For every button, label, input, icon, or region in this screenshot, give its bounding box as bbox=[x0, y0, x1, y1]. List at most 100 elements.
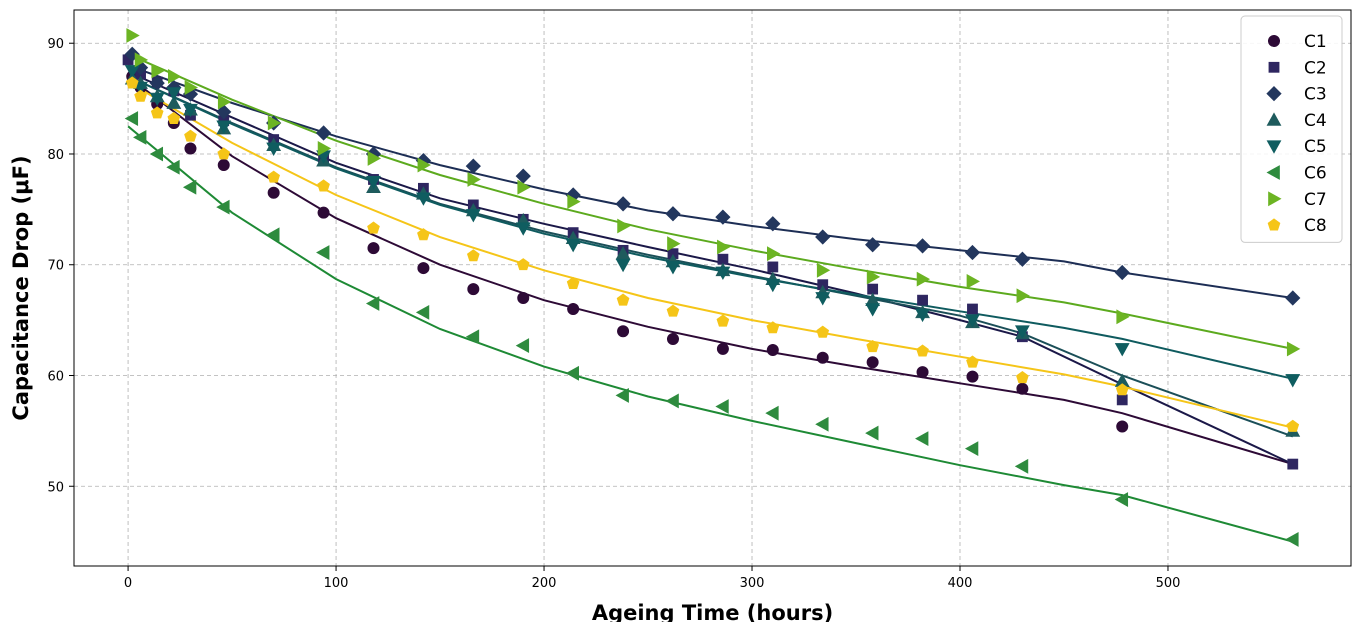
data-point bbox=[916, 271, 931, 287]
data-point bbox=[865, 237, 881, 253]
data-point bbox=[966, 370, 979, 383]
data-point bbox=[184, 142, 197, 155]
data-point bbox=[816, 325, 830, 338]
data-point bbox=[516, 258, 530, 271]
data-point bbox=[716, 314, 730, 327]
data-point bbox=[125, 76, 139, 89]
data-point bbox=[916, 366, 929, 379]
data-point bbox=[766, 246, 781, 262]
data-point bbox=[1268, 191, 1282, 207]
fit-line-c5 bbox=[127, 75, 1294, 380]
data-point bbox=[417, 262, 430, 275]
data-point bbox=[665, 393, 679, 409]
data-point bbox=[216, 120, 232, 134]
data-point bbox=[565, 238, 581, 253]
data-point bbox=[1116, 394, 1128, 406]
data-point bbox=[765, 405, 779, 421]
data-point bbox=[765, 216, 781, 232]
data-point bbox=[915, 308, 930, 323]
data-points bbox=[122, 28, 1301, 547]
grid-lines bbox=[74, 10, 1351, 566]
data-point bbox=[715, 266, 731, 281]
y-tick-label: 80 bbox=[47, 148, 64, 163]
x-tick-label: 300 bbox=[740, 576, 765, 591]
data-point bbox=[415, 192, 431, 206]
data-point bbox=[217, 147, 231, 160]
plot-frame bbox=[73, 9, 1352, 567]
data-point bbox=[615, 196, 631, 212]
data-point bbox=[665, 261, 681, 275]
data-point bbox=[815, 229, 831, 245]
data-point bbox=[149, 92, 165, 107]
data-point bbox=[465, 329, 480, 345]
legend-box bbox=[1240, 15, 1343, 243]
data-point bbox=[517, 179, 531, 195]
data-point bbox=[1268, 61, 1280, 73]
data-point bbox=[1115, 383, 1129, 396]
data-point bbox=[967, 303, 978, 315]
data-point bbox=[1014, 458, 1029, 474]
data-point bbox=[1014, 251, 1031, 267]
data-point bbox=[966, 355, 979, 368]
data-point bbox=[565, 365, 579, 381]
data-point bbox=[866, 356, 879, 369]
data-point bbox=[183, 103, 198, 118]
data-point bbox=[866, 340, 879, 353]
data-point bbox=[1266, 85, 1282, 102]
x-tick-label: 400 bbox=[948, 576, 973, 591]
data-point bbox=[916, 344, 929, 357]
data-point bbox=[167, 111, 181, 124]
data-point bbox=[766, 321, 780, 334]
data-point bbox=[150, 106, 164, 119]
data-point bbox=[184, 80, 198, 95]
data-point bbox=[166, 95, 182, 109]
data-point bbox=[134, 89, 147, 102]
data-point bbox=[216, 104, 232, 120]
data-point bbox=[367, 221, 380, 234]
data-point bbox=[415, 304, 430, 320]
data-point bbox=[767, 261, 779, 273]
data-point bbox=[1286, 341, 1301, 357]
data-point bbox=[182, 179, 197, 195]
data-point bbox=[567, 194, 581, 210]
data-point bbox=[133, 129, 147, 145]
data-point bbox=[126, 28, 140, 43]
data-point bbox=[134, 52, 149, 68]
data-point bbox=[666, 332, 679, 345]
data-point bbox=[1016, 371, 1029, 384]
data-point bbox=[1286, 419, 1300, 432]
data-point bbox=[1114, 492, 1129, 507]
data-point bbox=[166, 159, 180, 175]
data-point bbox=[717, 239, 731, 255]
data-point bbox=[465, 209, 481, 223]
data-point bbox=[616, 293, 630, 306]
legend-label: C2 bbox=[1304, 58, 1327, 78]
data-point bbox=[866, 269, 881, 285]
data-point bbox=[317, 179, 330, 192]
data-point bbox=[366, 175, 381, 190]
data-point bbox=[1287, 458, 1299, 470]
data-point bbox=[1116, 420, 1129, 433]
data-point bbox=[315, 125, 332, 141]
x-tick-label: 100 bbox=[324, 576, 349, 591]
y-tick-label: 50 bbox=[47, 480, 64, 495]
y-tick-label: 90 bbox=[47, 37, 64, 52]
legend-label: C3 bbox=[1304, 85, 1327, 105]
data-point bbox=[465, 158, 481, 174]
data-point bbox=[467, 172, 481, 187]
y-tick-label: 60 bbox=[47, 369, 64, 384]
data-point bbox=[1285, 532, 1299, 547]
data-point bbox=[367, 242, 380, 255]
y-axis-title: Capacitance Drop (μF) bbox=[9, 155, 33, 420]
x-axis-title: Ageing Time (hours) bbox=[592, 601, 833, 622]
legend-label: C4 bbox=[1304, 111, 1327, 131]
data-point bbox=[124, 65, 140, 79]
data-point bbox=[1266, 140, 1282, 154]
legend-label: C1 bbox=[1304, 32, 1327, 52]
data-point bbox=[417, 157, 431, 173]
data-point bbox=[915, 431, 929, 447]
data-point bbox=[267, 186, 280, 199]
data-point bbox=[1266, 165, 1280, 180]
data-point bbox=[1016, 288, 1030, 304]
x-tick-label: 0 bbox=[124, 576, 132, 591]
